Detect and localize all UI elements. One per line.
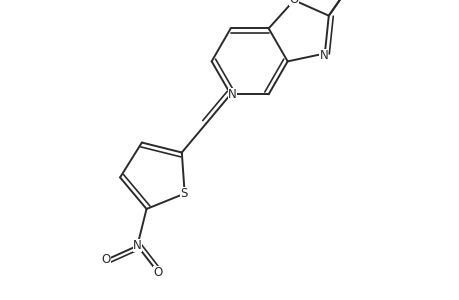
Text: O: O (289, 0, 298, 6)
Text: O: O (153, 266, 162, 279)
Text: N: N (133, 239, 141, 252)
Text: N: N (319, 49, 327, 62)
Text: N: N (228, 88, 236, 101)
Text: O: O (101, 253, 111, 266)
Text: S: S (179, 187, 187, 200)
